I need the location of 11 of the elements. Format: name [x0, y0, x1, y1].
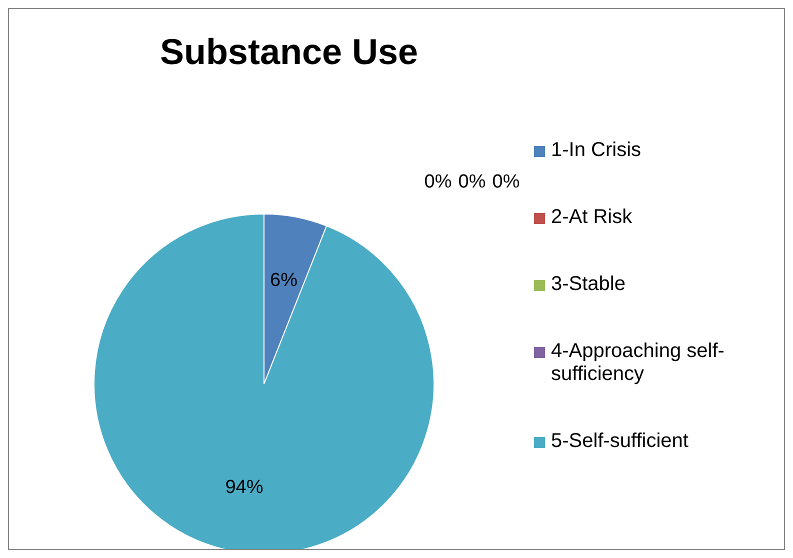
- chart-title: Substance Use: [158, 31, 420, 73]
- text: 0%: [424, 172, 452, 192]
- data-label: 94%: [225, 477, 264, 498]
- text: 0%: [492, 172, 520, 192]
- legend-label: 4-Approaching self-sufficiency: [551, 340, 726, 386]
- text: 0%: [458, 172, 486, 192]
- legend-label: 1-In Crisis: [551, 139, 642, 162]
- legend-label: 2-At Risk: [551, 206, 632, 229]
- legend-label: 3-Stable: [551, 273, 626, 296]
- legend-label: 5-Self-sufficient: [551, 430, 688, 453]
- data-label: 6%: [270, 270, 298, 291]
